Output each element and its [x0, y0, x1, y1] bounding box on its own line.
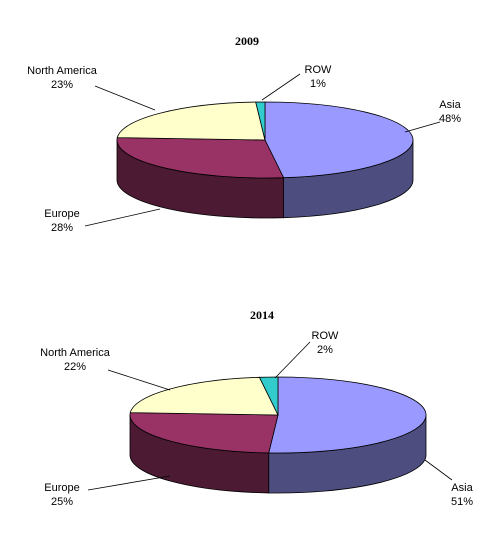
leader-line [424, 459, 453, 481]
value-label: 22% [63, 361, 87, 373]
leader-line [87, 475, 171, 491]
slice [264, 101, 414, 179]
data-label: Europe 25% [27, 481, 97, 509]
data-label: North America 23% [27, 64, 97, 92]
slice [129, 376, 279, 416]
slice [268, 376, 427, 454]
value-label: 23% [50, 79, 74, 91]
category: Asia [439, 99, 461, 111]
chart-title: 2014 [250, 308, 274, 322]
chart-title: 2009 [235, 34, 259, 48]
category: North America [40, 347, 110, 359]
category: ROW [311, 330, 339, 342]
data-label: ROW 1% [283, 63, 353, 91]
leader-line [84, 208, 161, 227]
value-label: 28% [50, 222, 74, 234]
value-label: 2% [317, 344, 333, 356]
category: Europe [44, 482, 80, 494]
value-label: 25% [50, 496, 74, 508]
value-label: 48% [438, 113, 462, 125]
data-label: Europe 28% [27, 207, 97, 235]
data-label: Asia 51% [427, 481, 497, 509]
data-label: North America 22% [40, 346, 110, 374]
category: Europe [44, 208, 80, 220]
data-label: ROW 2% [290, 329, 360, 357]
slice [129, 412, 279, 454]
slice [258, 376, 279, 416]
leader-line [274, 341, 311, 379]
leader-line [94, 85, 156, 111]
slice [255, 101, 266, 141]
value-label: 1% [310, 78, 326, 90]
leader-line [107, 369, 171, 391]
leader-line [261, 73, 301, 101]
category: ROW [304, 64, 332, 76]
leader-line [404, 121, 441, 133]
slice [116, 101, 266, 141]
slice [116, 137, 285, 179]
category: Asia [451, 482, 473, 494]
data-label: Asia 48% [415, 98, 485, 126]
value-label: 51% [450, 496, 474, 508]
category: North America [27, 65, 97, 77]
